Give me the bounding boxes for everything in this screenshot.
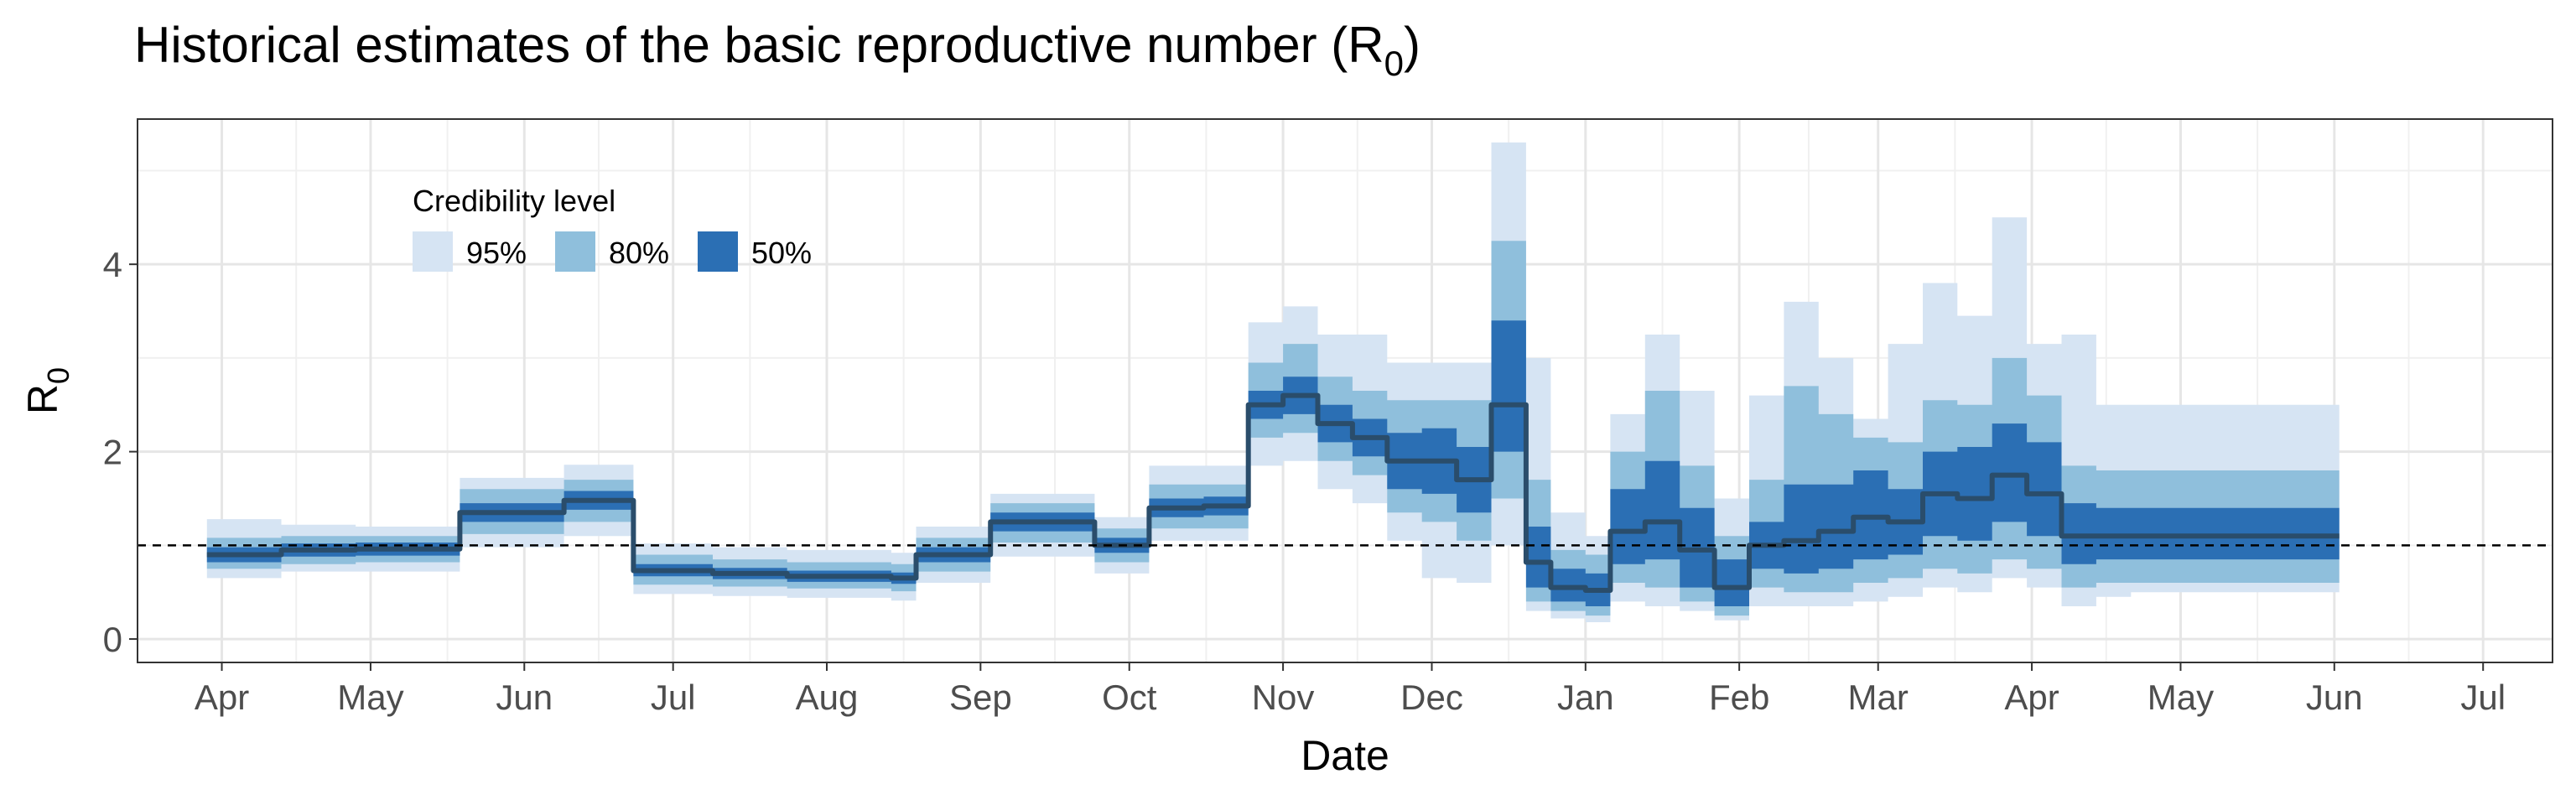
credibility-bands	[206, 142, 2340, 622]
chart-title-main: Historical estimates of the basic reprod…	[134, 17, 1384, 73]
x-tick-label: May	[2148, 678, 2214, 717]
legend: Credibility level 95% 80% 50%	[413, 184, 812, 272]
x-tick-label: Jun	[2306, 678, 2363, 717]
chart-title-close: )	[1404, 17, 1420, 73]
x-tick-label: Jul	[2460, 678, 2506, 717]
x-axis: Apr May Jun Jul Aug Sep Oct Nov Dec Jan Feb Mar Apr M…	[195, 662, 2506, 717]
x-tick-label: Aug	[796, 678, 859, 717]
x-tick-label: Nov	[1252, 678, 1315, 717]
x-tick-label: Apr	[2004, 678, 2059, 717]
y-tick-label: 0	[103, 620, 122, 659]
y-axis-title-main: R	[19, 384, 66, 414]
legend-title: Credibility level	[413, 184, 615, 218]
legend-swatch-95	[413, 231, 453, 272]
legend-item-50: 50%	[698, 231, 812, 272]
x-tick-label: Sep	[949, 678, 1012, 717]
x-axis-title: Date	[1301, 732, 1389, 779]
plot-panel-border	[137, 118, 2553, 663]
chart-title-subscript: 0	[1384, 44, 1404, 83]
x-tick-label: Jun	[496, 678, 553, 717]
band-50	[206, 320, 2340, 606]
legend-label-50: 50%	[751, 236, 812, 270]
x-tick-label: Dec	[1400, 678, 1463, 717]
x-tick-label: Oct	[1102, 678, 1157, 717]
legend-swatch-50	[698, 231, 738, 272]
legend-item-95: 95%	[413, 231, 527, 272]
y-tick-label: 2	[103, 433, 122, 472]
x-tick-label: May	[337, 678, 403, 717]
y-tick-label: 4	[103, 245, 122, 284]
median-line	[206, 392, 2340, 593]
chart-title: Historical estimates of the basic reprod…	[134, 17, 1420, 83]
y-axis-title: R0	[19, 367, 75, 414]
x-tick-label: Apr	[195, 678, 249, 717]
x-tick-label: Mar	[1848, 678, 1909, 717]
x-tick-label: Jul	[651, 678, 696, 717]
median-layer	[206, 392, 2340, 593]
legend-item-80: 80%	[555, 231, 669, 272]
y-axis: 0 2 4	[103, 245, 138, 659]
x-tick-label: Jan	[1557, 678, 1614, 717]
x-tick-label: Feb	[1709, 678, 1769, 717]
y-axis-title-subscript: 0	[41, 367, 75, 384]
legend-label-95: 95%	[466, 236, 527, 270]
legend-swatch-80	[555, 231, 595, 272]
legend-label-80: 80%	[609, 236, 669, 270]
